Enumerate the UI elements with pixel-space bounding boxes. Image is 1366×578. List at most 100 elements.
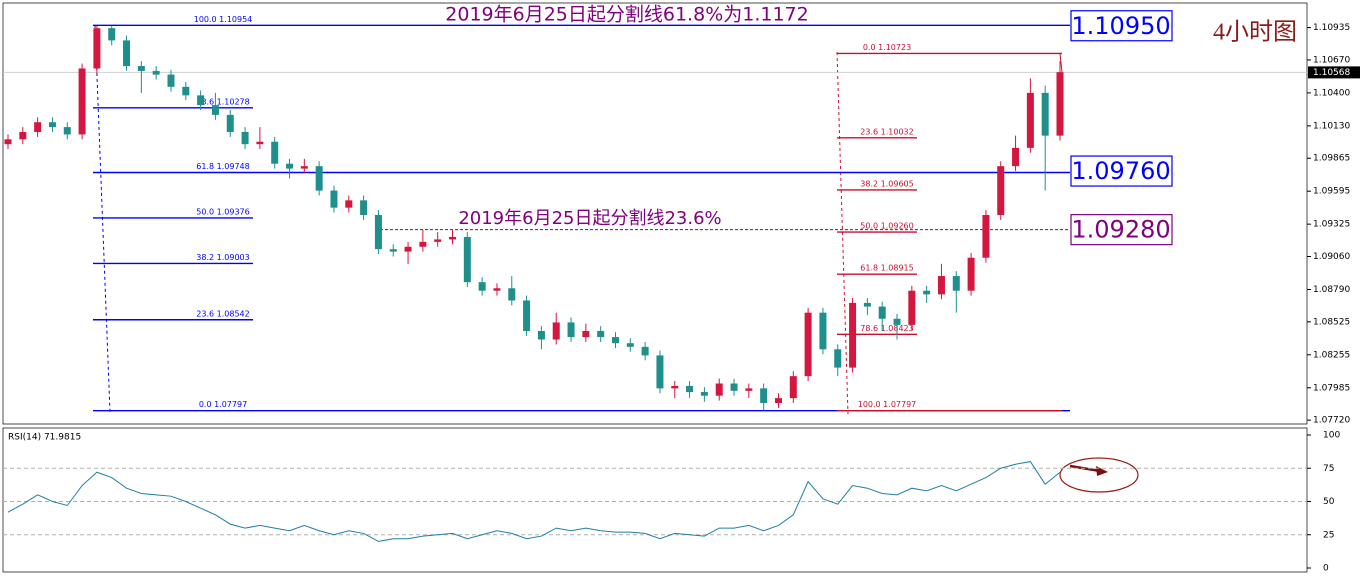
candle-body: [4, 139, 12, 145]
current-price-label: 1.10568: [1313, 68, 1350, 78]
y-tick-label: 1.07985: [1313, 383, 1350, 393]
y-tick-label: 1.10670: [1313, 55, 1350, 65]
candle-body: [537, 330, 545, 340]
price-box: [1070, 155, 1173, 187]
candle-body: [760, 388, 768, 404]
candle-body: [686, 385, 694, 393]
candle-body: [449, 236, 457, 240]
candle-body: [774, 398, 782, 404]
subtitle: 2019年6月25日起分割线23.6%: [458, 208, 721, 229]
candle-body: [315, 166, 323, 191]
fib-label: 78.6 1.08423: [860, 324, 913, 333]
fib-label: 38.2 1.09003: [196, 253, 249, 262]
candle-body: [641, 346, 649, 356]
candle-body: [597, 330, 605, 338]
candle-body: [1012, 147, 1020, 167]
candle-body: [804, 312, 812, 377]
candle-body: [656, 355, 664, 389]
y-tick-label: 1.09325: [1313, 220, 1350, 230]
y-tick-label: 1.10400: [1313, 88, 1350, 98]
candle-body: [123, 40, 131, 67]
price-box: [1070, 214, 1173, 246]
candle-body: [493, 288, 501, 291]
fib-label: 0.0 1.10723: [863, 43, 911, 52]
y-tick-label: 1.09595: [1313, 187, 1350, 197]
candle-body: [626, 343, 634, 347]
fib-label: 23.6 1.08542: [196, 309, 249, 318]
candle-body: [256, 141, 264, 145]
rsi-tick-label: 25: [1323, 530, 1334, 540]
current-price-tag: [1308, 66, 1360, 79]
candle-body: [34, 122, 42, 132]
candle-body: [93, 28, 101, 69]
candle-body: [789, 376, 797, 399]
candle-body: [582, 330, 590, 338]
y-tick-label: 1.10130: [1313, 121, 1350, 131]
candle-body: [167, 74, 175, 87]
candle-body: [1041, 92, 1049, 136]
candle-body: [108, 28, 116, 41]
candle-body: [286, 163, 294, 169]
fib-label: 61.8 1.08915: [860, 264, 913, 273]
candle-body: [611, 337, 619, 344]
candle-body: [878, 306, 886, 319]
fib-label: 61.8 1.09748: [196, 162, 249, 171]
rsi-tick-label: 0: [1323, 564, 1329, 574]
candle-body: [893, 318, 901, 325]
candle-body: [360, 200, 368, 215]
candle-body: [419, 241, 427, 247]
candle-body: [834, 349, 842, 368]
candle-body: [63, 127, 71, 135]
rsi-label: RSI(14) 71.9815: [8, 433, 81, 443]
rsi-tick-label: 50: [1323, 497, 1335, 507]
candle-body: [567, 322, 575, 338]
y-tick-label: 1.08255: [1313, 350, 1350, 360]
candle-body: [982, 215, 990, 258]
fib-label: 100.0 1.10954: [194, 15, 253, 24]
candle-body: [330, 190, 338, 208]
candle-body: [1056, 72, 1064, 136]
price-panel: [2, 2, 1308, 425]
candle-body: [1026, 92, 1034, 148]
y-tick-label: 1.07720: [1313, 416, 1350, 426]
candle-body: [478, 282, 486, 291]
price-box-label: 1.10950: [1071, 12, 1170, 40]
candle-body: [700, 392, 708, 396]
candle-body: [952, 276, 960, 291]
candle-body: [730, 383, 738, 391]
fib-label: 78.6 1.10278: [196, 97, 249, 106]
candle-body: [152, 70, 160, 75]
candle-body: [552, 322, 560, 340]
candle-body: [241, 131, 249, 145]
candle-body: [345, 200, 353, 208]
y-tick-label: 1.10935: [1313, 23, 1350, 33]
candle-body: [374, 215, 382, 250]
candle-body: [300, 166, 308, 169]
price-box-label: 1.09280: [1071, 216, 1170, 244]
candle-body: [997, 166, 1005, 215]
candle-body: [389, 249, 397, 252]
candle-body: [671, 385, 679, 389]
candle-body: [715, 383, 723, 396]
rsi-panel: [2, 427, 1308, 573]
candle-body: [48, 122, 56, 128]
y-tick-label: 1.09060: [1313, 252, 1350, 262]
fib-label: 23.6 1.10032: [860, 127, 913, 136]
candle-body: [508, 288, 516, 301]
candle-body: [937, 276, 945, 295]
fib-label: 50.0 1.09260: [860, 222, 913, 231]
y-tick-label: 1.08525: [1313, 317, 1350, 327]
fib-label: 50.0 1.09376: [196, 207, 249, 216]
fib-label: 0.0 1.07797: [199, 400, 247, 409]
y-tick-label: 1.09865: [1313, 154, 1350, 164]
highlight-ellipse: [1059, 457, 1139, 493]
candle-body: [923, 290, 931, 295]
candle-body: [434, 239, 442, 242]
candle-body: [226, 114, 234, 132]
fib-edge: [1059, 53, 1063, 73]
candle-body: [404, 246, 412, 252]
rsi-line: [7, 461, 1061, 542]
timeframe: 4小时图: [1213, 19, 1297, 46]
candle-body: [78, 68, 86, 135]
